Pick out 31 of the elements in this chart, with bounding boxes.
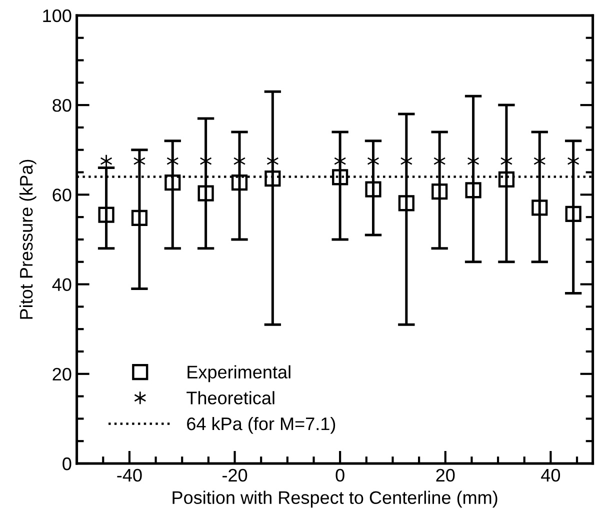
y-tick-label: 60 (52, 188, 72, 202)
point (164, 174, 181, 191)
legend-label: Theoretical (186, 391, 274, 404)
point (131, 210, 148, 226)
point (432, 183, 448, 200)
point (398, 195, 414, 212)
point (198, 185, 214, 202)
legend-label: Experimental (188, 365, 290, 382)
x-axis-title: Position with Respect to Centerline (mm) (172, 490, 498, 508)
point (365, 181, 382, 198)
x-tick-label: -20 (222, 468, 248, 482)
x-tick-label: -40 (117, 468, 142, 482)
y-tick-label: 100 (43, 9, 72, 22)
y-tick-label: 0 (62, 457, 72, 470)
y-tick-label: 80 (52, 98, 72, 112)
y-tick-label: 20 (52, 368, 72, 381)
point (264, 170, 281, 187)
point (100, 154, 112, 168)
point (465, 182, 482, 198)
point (332, 169, 348, 186)
point (98, 206, 114, 223)
x-tick-label: 20 (436, 468, 455, 482)
x-tick-label: 40 (541, 468, 560, 482)
point (231, 174, 248, 191)
point (532, 200, 548, 216)
y-tick-label: 40 (52, 278, 72, 291)
point (565, 206, 582, 222)
x-tick-label: 0 (336, 468, 344, 482)
point (498, 171, 515, 188)
y-axis-title: Pitot Pressure (kPa) (19, 160, 36, 319)
legend-label: 64 kPa (for M=7.1) (187, 416, 336, 434)
